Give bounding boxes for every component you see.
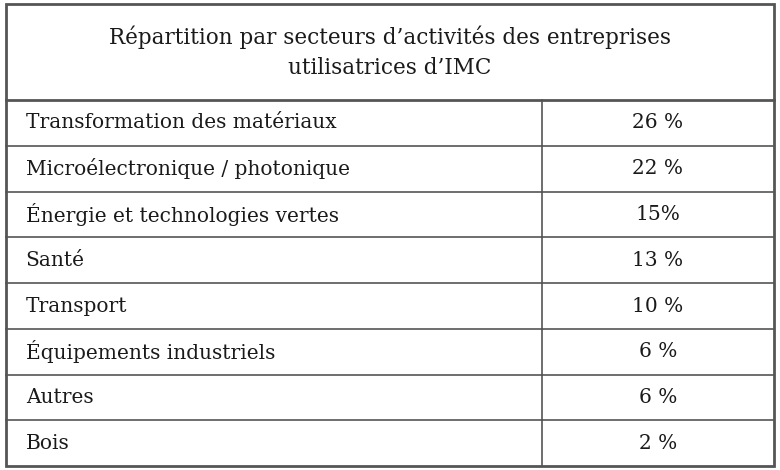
Text: 10 %: 10 % bbox=[633, 297, 683, 315]
Text: Microélectronique / photonique: Microélectronique / photonique bbox=[26, 158, 349, 179]
Text: 2 %: 2 % bbox=[639, 434, 677, 453]
Text: 15%: 15% bbox=[636, 205, 680, 224]
Text: 13 %: 13 % bbox=[633, 251, 683, 270]
Text: Autres: Autres bbox=[26, 388, 94, 407]
Text: Transformation des matériaux: Transformation des matériaux bbox=[26, 113, 336, 133]
Text: 26 %: 26 % bbox=[633, 113, 683, 133]
Text: Bois: Bois bbox=[26, 434, 69, 453]
Text: Équipements industriels: Équipements industriels bbox=[26, 340, 275, 363]
Text: 6 %: 6 % bbox=[639, 388, 677, 407]
Text: Santé: Santé bbox=[26, 251, 85, 270]
Text: Répartition par secteurs d’activités des entreprises
utilisatrices d’IMC: Répartition par secteurs d’activités des… bbox=[109, 25, 671, 78]
Text: Transport: Transport bbox=[26, 297, 127, 315]
Text: 22 %: 22 % bbox=[633, 159, 683, 178]
Text: Énergie et technologies vertes: Énergie et technologies vertes bbox=[26, 203, 339, 226]
Text: 6 %: 6 % bbox=[639, 342, 677, 361]
